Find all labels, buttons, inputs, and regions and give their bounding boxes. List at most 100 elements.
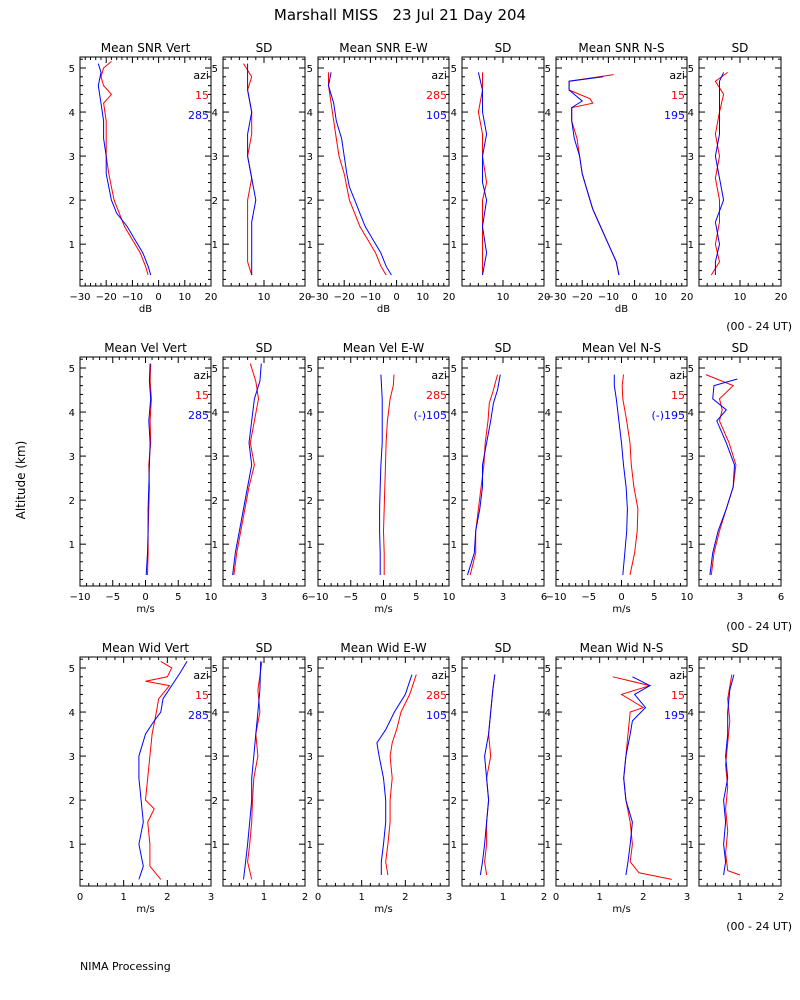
y-tick-label: 3 <box>69 152 75 163</box>
x-tick-label: −10 <box>69 592 90 603</box>
legend-entry: (-)105 <box>413 409 447 422</box>
legend-entry: 285 <box>188 409 209 422</box>
series-line-blue <box>327 72 392 276</box>
series-line-blue <box>623 676 651 876</box>
x-tick-label: −20 <box>572 292 593 303</box>
series-line-red <box>328 72 387 276</box>
legend-header: azi <box>193 69 209 82</box>
y-tick-label: 5 <box>688 64 694 75</box>
y-tick-label: 5 <box>545 664 551 675</box>
legend-header: azi <box>431 669 447 682</box>
panel-title: SD <box>256 641 273 655</box>
series-line-red <box>382 374 395 575</box>
legend-entry: 285 <box>188 109 209 122</box>
x-tick-label: 6 <box>778 592 784 603</box>
x-tick-label: −5 <box>581 592 596 603</box>
series-line-red <box>621 374 639 576</box>
y-tick-label: 3 <box>688 752 694 763</box>
y-tick-label: 2 <box>451 796 457 807</box>
y-tick-label: 2 <box>545 496 551 507</box>
y-tick-label: 1 <box>451 240 457 251</box>
x-tick-label: 2 <box>640 892 646 903</box>
y-tick-label: 3 <box>69 452 75 463</box>
y-tick-label: 4 <box>545 108 551 119</box>
panel-frame <box>79 56 212 287</box>
panel-frame <box>698 656 782 887</box>
panel-frame <box>222 656 306 887</box>
legend-entry: 15 <box>671 389 685 402</box>
y-tick-label: 4 <box>212 408 218 419</box>
y-tick-label: 2 <box>688 496 694 507</box>
y-tick-label: 5 <box>307 364 313 375</box>
y-tick-label: 1 <box>545 240 551 251</box>
series-line-blue <box>479 674 496 876</box>
y-tick-label: 3 <box>545 752 551 763</box>
x-tick-label: 1 <box>261 892 267 903</box>
panel-title: Mean Vel E-W <box>343 341 425 355</box>
panel-frame <box>461 656 545 887</box>
y-tick-label: 3 <box>307 452 313 463</box>
x-tick-label: −20 <box>334 292 355 303</box>
panel-title: Mean Wid E-W <box>340 641 426 655</box>
legend-entry: 105 <box>426 709 447 722</box>
x-tick-label: 10 <box>443 592 456 603</box>
y-tick-label: 3 <box>307 152 313 163</box>
x-tick-label: 10 <box>258 292 271 303</box>
page-title: Marshall MISS 23 Jul 21 Day 204 <box>274 6 526 24</box>
y-tick-label: 5 <box>688 664 694 675</box>
legend-entry: 195 <box>664 709 685 722</box>
x-axis-label: dB <box>615 304 628 315</box>
y-tick-label: 5 <box>545 364 551 375</box>
panel-title: SD <box>732 341 749 355</box>
panel-14: Mean Wid E-W 1 2 3 4 5 0 1 2 3 m/s azi 285 105 <box>307 641 453 915</box>
panel-title: Mean Vel Vert <box>104 341 187 355</box>
x-tick-label: 10 <box>654 292 667 303</box>
y-tick-label: 1 <box>688 540 694 551</box>
x-tick-label: 2 <box>402 892 408 903</box>
y-tick-label: 4 <box>451 708 457 719</box>
x-tick-label: 5 <box>651 592 657 603</box>
y-tick-label: 1 <box>69 540 75 551</box>
y-tick-label: 4 <box>688 408 694 419</box>
y-tick-label: 5 <box>451 364 457 375</box>
panel-15: SD 1 2 3 4 5 1 2 <box>451 641 548 903</box>
y-tick-label: 2 <box>307 496 313 507</box>
x-tick-label: 2 <box>164 892 170 903</box>
x-tick-label: −20 <box>96 292 117 303</box>
panel-title: Mean Vel N-S <box>582 341 661 355</box>
panel-17: SD 1 2 3 4 5 1 2 <box>688 641 785 903</box>
y-tick-label: 3 <box>545 152 551 163</box>
panel-title: SD <box>256 341 273 355</box>
y-tick-label: 3 <box>451 152 457 163</box>
legend-header: azi <box>193 669 209 682</box>
y-tick-label: 2 <box>212 196 218 207</box>
y-tick-label: 2 <box>69 196 75 207</box>
y-tick-label: 5 <box>688 364 694 375</box>
y-tick-label: 1 <box>688 840 694 851</box>
panel-13: SD 1 2 3 4 5 1 2 <box>212 641 309 903</box>
y-tick-label: 5 <box>69 64 75 75</box>
panel-frame <box>79 356 212 587</box>
x-tick-label: 0 <box>77 892 83 903</box>
y-tick-label: 4 <box>69 708 75 719</box>
y-tick-label: 3 <box>212 452 218 463</box>
x-tick-label: 3 <box>261 592 267 603</box>
legend-entry: 285 <box>188 709 209 722</box>
y-tick-label: 4 <box>688 108 694 119</box>
y-tick-label: 5 <box>69 664 75 675</box>
x-tick-label: 1 <box>737 892 743 903</box>
legend-entry: 15 <box>195 389 209 402</box>
y-tick-label: 2 <box>212 796 218 807</box>
x-tick-label: −10 <box>122 292 143 303</box>
y-tick-label: 1 <box>307 540 313 551</box>
y-tick-label: 5 <box>212 364 218 375</box>
y-tick-label: 4 <box>307 708 313 719</box>
panel-2: Mean SNR E-W 1 2 3 4 5 −30 −20 −10 0 10 20 dB azi 285 1… <box>307 41 456 315</box>
y-tick-label: 4 <box>307 108 313 119</box>
panel-3: SD 1 2 3 4 5 10 20 <box>451 41 551 303</box>
panel-frame <box>698 56 782 287</box>
panel-frame <box>317 656 450 887</box>
panel-frame <box>317 56 450 287</box>
